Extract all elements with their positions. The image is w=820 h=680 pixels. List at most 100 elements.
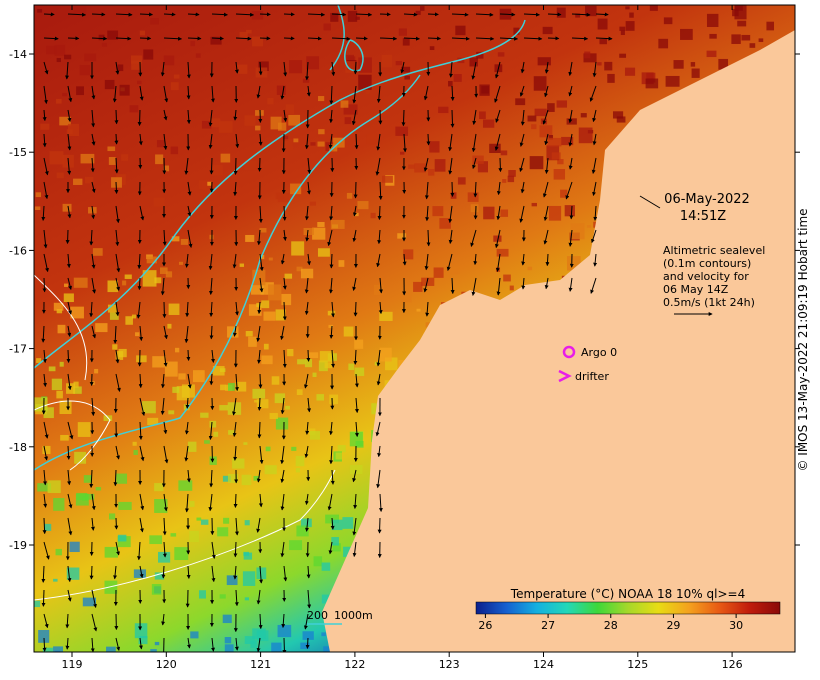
sst-pixel [224,644,234,652]
velocity-arrow [113,469,118,487]
sst-pixel [281,293,292,306]
sst-pixel [137,80,142,85]
sst-pixel [187,441,197,452]
velocity-arrow [258,493,263,508]
sst-pixel [296,525,309,537]
sst-pixel [295,455,305,467]
velocity-arrow [330,517,335,530]
sst-pixel [167,323,172,329]
credit-text: © IMOS 13-May-2022 21:09:19 Hobart time [796,208,810,472]
sst-pixel [115,351,124,360]
altimetry-line-4: 06 May 14Z [663,283,729,296]
sst-pixel [227,473,239,484]
sst-pixel [282,139,293,151]
velocity-arrow [257,229,261,246]
velocity-arrow [544,157,549,174]
sst-pixel [483,206,495,220]
plot-frame [33,4,796,653]
velocity-arrow [233,157,238,175]
velocity-arrow [43,12,55,17]
sst-pixel [117,536,131,548]
sst-pixel [275,417,289,430]
velocity-arrow [280,397,285,415]
sst-pixel [82,496,89,501]
velocity-arrow [234,373,239,392]
velocity-arrow [569,205,574,220]
velocity-arrow [139,36,152,41]
sst-pixel [673,60,684,69]
sst-pixel [153,197,165,207]
velocity-arrow [450,85,455,101]
sst-pixel [690,62,696,67]
velocity-arrow [259,253,264,272]
velocity-arrow [448,61,453,78]
sst-pixel [264,465,277,475]
sst-pixel [60,434,69,441]
velocity-arrow [162,517,167,536]
velocity-arrow [187,36,202,41]
velocity-arrow [137,277,142,291]
sst-pixel [734,5,747,20]
sst-pixel [428,168,435,176]
velocity-arrow [43,541,50,560]
sst-pixel [319,351,334,363]
velocity-arrow [115,12,133,17]
sst-pixel [766,21,775,31]
sst-pixel [271,642,282,652]
velocity-arrow [115,301,120,317]
velocity-arrow [138,421,143,440]
sst-pixel [346,192,353,199]
sst-pixel [496,248,509,257]
sst-pixel [116,473,128,484]
sst-pixel [94,368,99,374]
sst-pixel [129,105,139,113]
velocity-arrow [499,12,516,17]
sst-pixel [108,157,116,165]
velocity-arrow [234,61,239,74]
velocity-arrow [114,181,119,194]
velocity-arrow [471,133,477,153]
sst-pixel [625,21,635,31]
sst-pixel [370,212,376,219]
velocity-arrow [327,229,333,247]
velocity-arrow [163,445,169,464]
velocity-arrow [115,36,132,41]
velocity-arrow [89,469,94,489]
sst-pixel [139,30,146,36]
sst-pixel [192,370,205,383]
sst-pixel [547,137,562,147]
velocity-arrow [282,301,287,321]
velocity-arrow [43,85,48,105]
sst-pixel [146,256,157,264]
shelf-contour [34,19,526,369]
sst-pixel [663,17,673,25]
velocity-arrow [378,301,383,315]
velocity-arrow [329,109,334,124]
sst-pixel [268,284,282,301]
sst-pixel [173,74,180,79]
sst-pixel [104,580,118,594]
sst-pixel [207,181,212,186]
velocity-arrow [494,85,501,103]
sst-pixel [500,209,509,217]
bathymetry-label-1000: 1000m [334,609,373,622]
velocity-arrow [283,565,288,582]
sst-pixel [136,355,147,363]
velocity-arrow [496,205,501,221]
sst-pixel [330,12,339,22]
sst-pixel [794,647,795,652]
sst-pixel [527,115,537,122]
sst-pixel [547,103,555,112]
sst-pixel [323,646,333,652]
altimetry-line-5: 0.5m/s (1kt 24h) [663,296,755,309]
velocity-arrow [160,277,165,296]
velocity-arrow [595,36,613,41]
velocity-arrow [519,85,525,97]
velocity-arrow [139,517,144,533]
velocity-arrow [499,36,519,41]
velocity-arrow [307,12,326,17]
sst-pixel [172,386,180,393]
velocity-arrow [425,205,430,222]
velocity-arrow [304,493,309,506]
velocity-arrow [186,349,191,361]
